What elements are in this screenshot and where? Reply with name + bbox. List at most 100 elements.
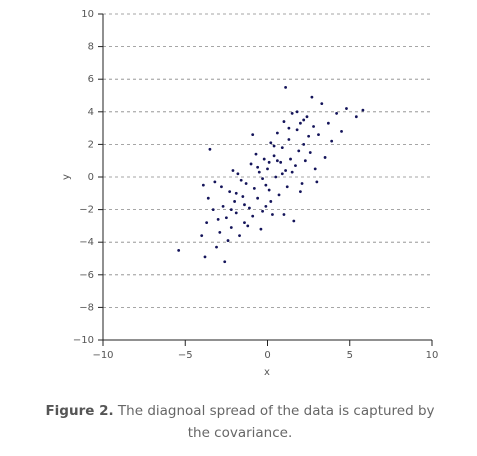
point [231, 169, 235, 172]
point [264, 204, 268, 208]
point [246, 224, 250, 228]
point [271, 213, 274, 216]
point [287, 138, 291, 141]
point [300, 182, 304, 185]
y-tick-label: −6 [79, 270, 94, 281]
point [277, 193, 281, 197]
point [267, 188, 271, 192]
point [243, 203, 246, 207]
point [236, 172, 240, 176]
point [243, 221, 246, 225]
point [234, 211, 238, 215]
point [279, 160, 283, 164]
point [312, 125, 315, 128]
point [275, 159, 279, 163]
point [295, 128, 299, 132]
y-tick-label: −4 [79, 237, 94, 248]
point [226, 239, 230, 242]
point [256, 165, 260, 169]
point [313, 167, 317, 171]
point [290, 112, 294, 115]
point [302, 118, 306, 122]
point [267, 160, 271, 164]
point [254, 152, 258, 156]
point [251, 214, 255, 218]
point [274, 175, 278, 179]
point [308, 151, 312, 154]
x-tick-label: −10 [92, 350, 113, 361]
y-tick-label: 10 [81, 9, 94, 20]
point [317, 133, 320, 137]
point [290, 170, 294, 174]
point [345, 107, 348, 110]
point [228, 190, 232, 194]
point [203, 255, 207, 259]
point [249, 162, 253, 166]
point [285, 185, 289, 189]
point [280, 146, 284, 150]
y-tick-label: −2 [79, 205, 94, 216]
y-axis-label: y [61, 174, 72, 180]
x-tick-label: 10 [426, 350, 439, 361]
point [248, 206, 251, 210]
x-tick-label: −5 [178, 350, 193, 361]
point [354, 115, 358, 119]
caption: Figure 2. The diagnoal spread of the dat… [40, 400, 440, 444]
point [302, 143, 306, 146]
y-tick-label: 8 [88, 42, 94, 53]
point [335, 112, 338, 115]
point [361, 108, 365, 112]
point [340, 129, 343, 133]
point [261, 177, 264, 181]
point [310, 95, 314, 99]
point [299, 190, 302, 194]
point [251, 133, 255, 137]
point [229, 208, 233, 212]
point [272, 144, 276, 148]
point [326, 121, 330, 125]
caption-label: Figure 2. [45, 403, 114, 419]
point [284, 169, 287, 172]
point [320, 102, 324, 106]
y-tick-label: −8 [79, 302, 94, 313]
point [220, 185, 223, 189]
point [223, 260, 227, 264]
point [299, 121, 302, 125]
point [234, 191, 238, 195]
point [264, 183, 268, 187]
point [295, 110, 299, 114]
point [244, 182, 248, 185]
point [305, 115, 309, 119]
x-axis-label: x [264, 367, 270, 378]
point [233, 200, 237, 203]
caption-text: The diagnoal spread of the data is captu… [117, 403, 435, 441]
point [269, 200, 273, 203]
y-tick-label: −10 [73, 335, 94, 346]
point [282, 120, 286, 123]
y-tick-label: 2 [88, 139, 94, 150]
point [292, 219, 296, 223]
point [280, 172, 284, 176]
point [303, 159, 307, 163]
chart: x y −10 −8 −6 −4 −2 0 2 4 6 8 10 −10 −5 0 5 10 [61, 9, 439, 378]
point [208, 147, 212, 151]
point [289, 157, 292, 161]
point [261, 209, 264, 213]
point [275, 131, 279, 135]
point [213, 180, 217, 184]
point [330, 139, 334, 143]
point [200, 234, 204, 238]
point [216, 217, 220, 221]
point [262, 157, 266, 161]
point [257, 170, 261, 174]
point [272, 154, 276, 158]
point [259, 227, 263, 231]
point [201, 183, 205, 187]
point [238, 234, 241, 238]
point [294, 164, 297, 167]
point [284, 85, 287, 89]
point [218, 231, 222, 234]
point [256, 196, 260, 200]
point [323, 156, 327, 159]
